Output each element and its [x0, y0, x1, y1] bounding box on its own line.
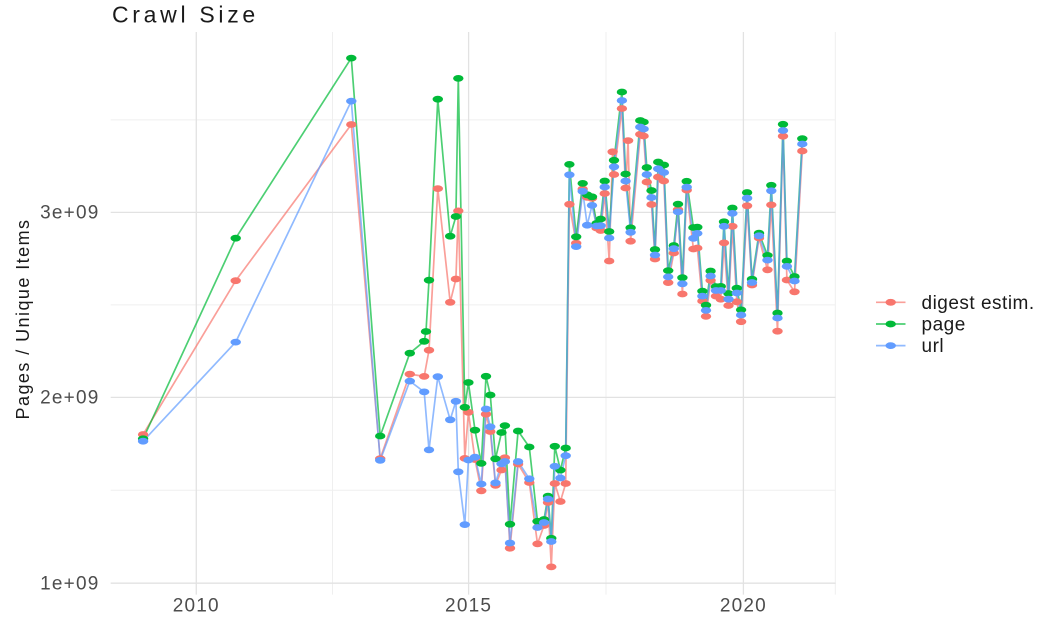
- svg-text:page: page: [922, 315, 966, 336]
- svg-text:2020: 2020: [720, 596, 767, 617]
- svg-text:3e+09: 3e+09: [40, 203, 99, 224]
- svg-text:2010: 2010: [173, 596, 220, 617]
- svg-text:url: url: [922, 336, 945, 357]
- svg-text:digest estim.: digest estim.: [922, 293, 1035, 314]
- svg-text:Crawl Size: Crawl Size: [112, 2, 259, 28]
- svg-text:1e+09: 1e+09: [40, 574, 99, 595]
- svg-text:2015: 2015: [445, 596, 492, 617]
- svg-text:2e+09: 2e+09: [40, 388, 99, 409]
- svg-text:Pages / Unique Items: Pages / Unique Items: [13, 219, 33, 420]
